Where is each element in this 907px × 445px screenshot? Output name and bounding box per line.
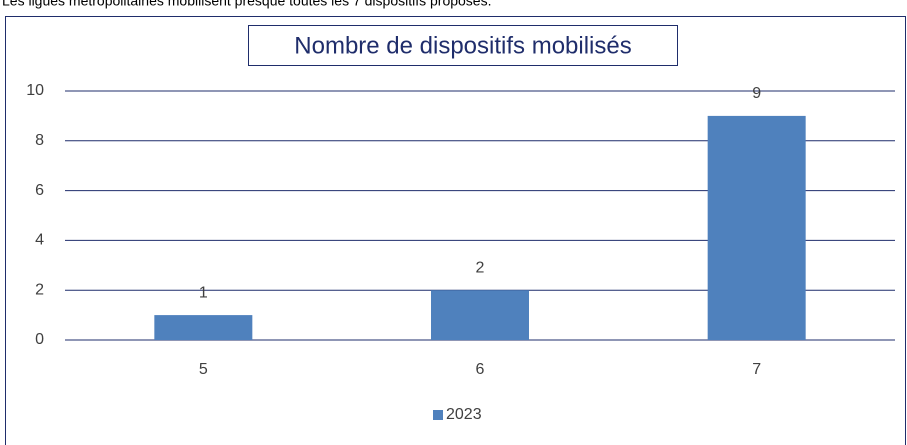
y-tick-label: 4 [35, 232, 44, 249]
y-tick-label: 10 [26, 82, 44, 99]
title-box [248, 25, 678, 66]
y-tick-label: 6 [35, 182, 44, 199]
data-label: 1 [199, 284, 208, 301]
bar [707, 115, 806, 341]
x-tick-label: 7 [752, 361, 761, 378]
chart-title: Nombre de dispositifs mobilisés [294, 32, 631, 59]
y-tick-label: 2 [35, 281, 44, 298]
y-tick-label: 8 [35, 132, 44, 149]
data-label: 9 [752, 85, 761, 102]
x-tick-label: 5 [199, 361, 208, 378]
y-tick-label: 0 [35, 331, 44, 348]
data-label: 2 [476, 259, 485, 276]
legend-label: 2023 [446, 406, 482, 423]
bar [154, 315, 253, 340]
bar [431, 290, 529, 340]
caption: Les ligues métropolitaines mobilisent pr… [2, 0, 492, 9]
x-tick-label: 6 [476, 361, 485, 378]
chart-frame [5, 16, 906, 445]
legend-swatch [433, 410, 443, 420]
